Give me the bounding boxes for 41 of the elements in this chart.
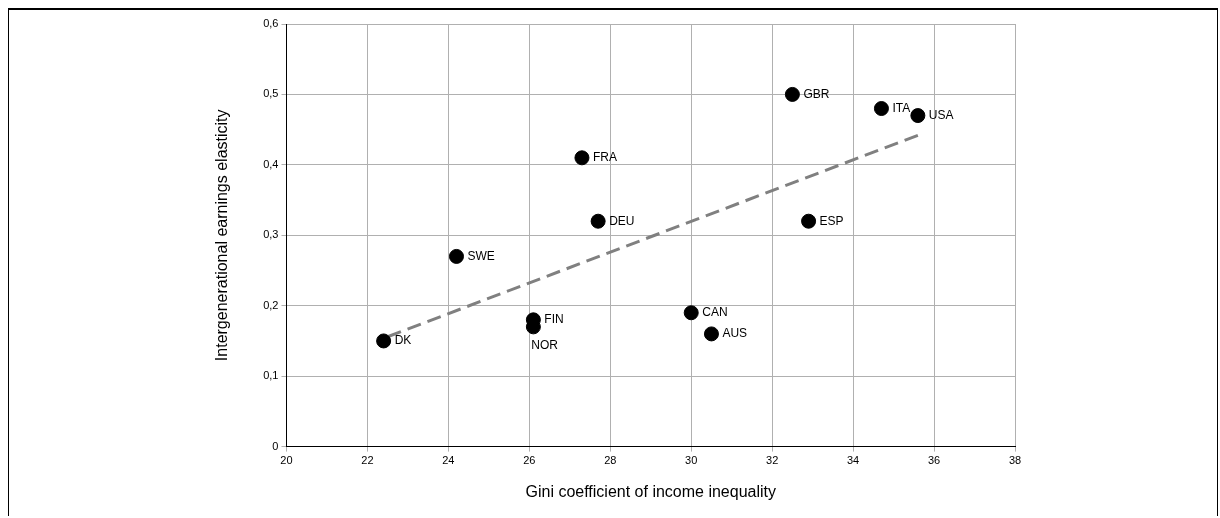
- annotation: NOR: [531, 338, 559, 353]
- y-tick-label: 0,4: [263, 157, 279, 170]
- annotation: SWE: [467, 248, 495, 263]
- point: [873, 101, 889, 117]
- x-tick-label: 32: [766, 454, 779, 467]
- annotation: ITA: [892, 100, 911, 115]
- annotation: FRA: [592, 150, 617, 165]
- x-tick-label: 28: [604, 454, 617, 467]
- annotation: DEU: [609, 213, 635, 228]
- y-axis-title: Intergenerational earnings elasticity: [213, 109, 231, 362]
- y-tick-label: 0,1: [263, 369, 279, 382]
- y-tick-label: 0,2: [263, 298, 279, 311]
- point: [590, 213, 606, 229]
- x-tick-label: 30: [685, 454, 698, 467]
- x-tick-label: 36: [927, 454, 941, 467]
- y-tick-label: 0,5: [263, 87, 279, 100]
- x-tick-label: 20: [280, 454, 293, 467]
- point: [448, 248, 464, 264]
- point: [784, 86, 800, 102]
- point: [910, 108, 926, 124]
- point: [801, 213, 817, 229]
- x-tick-label: 38: [1008, 454, 1022, 467]
- annotation: DK: [394, 333, 412, 348]
- annotation: GBR: [803, 86, 830, 101]
- annotation: FIN: [544, 312, 564, 327]
- point: [574, 150, 590, 166]
- point: [703, 326, 719, 342]
- point: [683, 305, 699, 321]
- annotation: AUS: [722, 326, 748, 341]
- annotation: CAN: [702, 305, 728, 320]
- y-tick-label: 0,3: [263, 228, 279, 241]
- x-tick-label: 34: [846, 454, 860, 467]
- point: [376, 333, 392, 349]
- x-tick-label: 22: [361, 454, 374, 467]
- y-tick-label: 0,6: [263, 17, 279, 30]
- x-tick-label: 26: [523, 454, 536, 467]
- x-tick-label: 24: [442, 454, 455, 467]
- annotation: ESP: [819, 213, 844, 228]
- x-axis-title: Gini coefficient of income inequality: [525, 482, 776, 500]
- annotation: USA: [928, 107, 954, 122]
- y-tick-label: 0: [272, 439, 279, 452]
